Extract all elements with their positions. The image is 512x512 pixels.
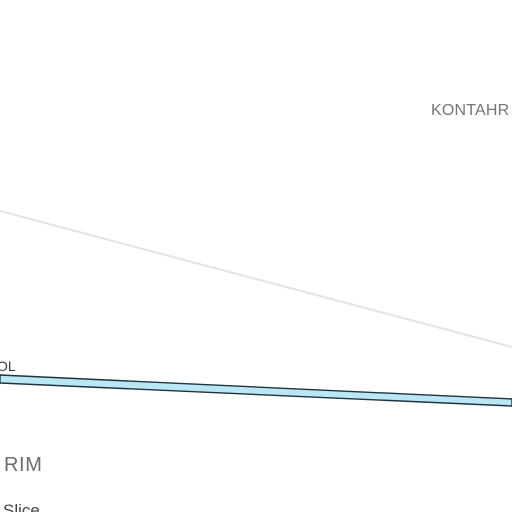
region-label-rim: RIM xyxy=(4,454,43,476)
minor-road xyxy=(0,210,512,348)
place-label-slice: Slice xyxy=(3,501,40,512)
river-channel xyxy=(0,374,512,407)
road-label-ol: OL xyxy=(0,358,16,374)
area-label-kontahr: KONTAHR xyxy=(431,102,510,119)
